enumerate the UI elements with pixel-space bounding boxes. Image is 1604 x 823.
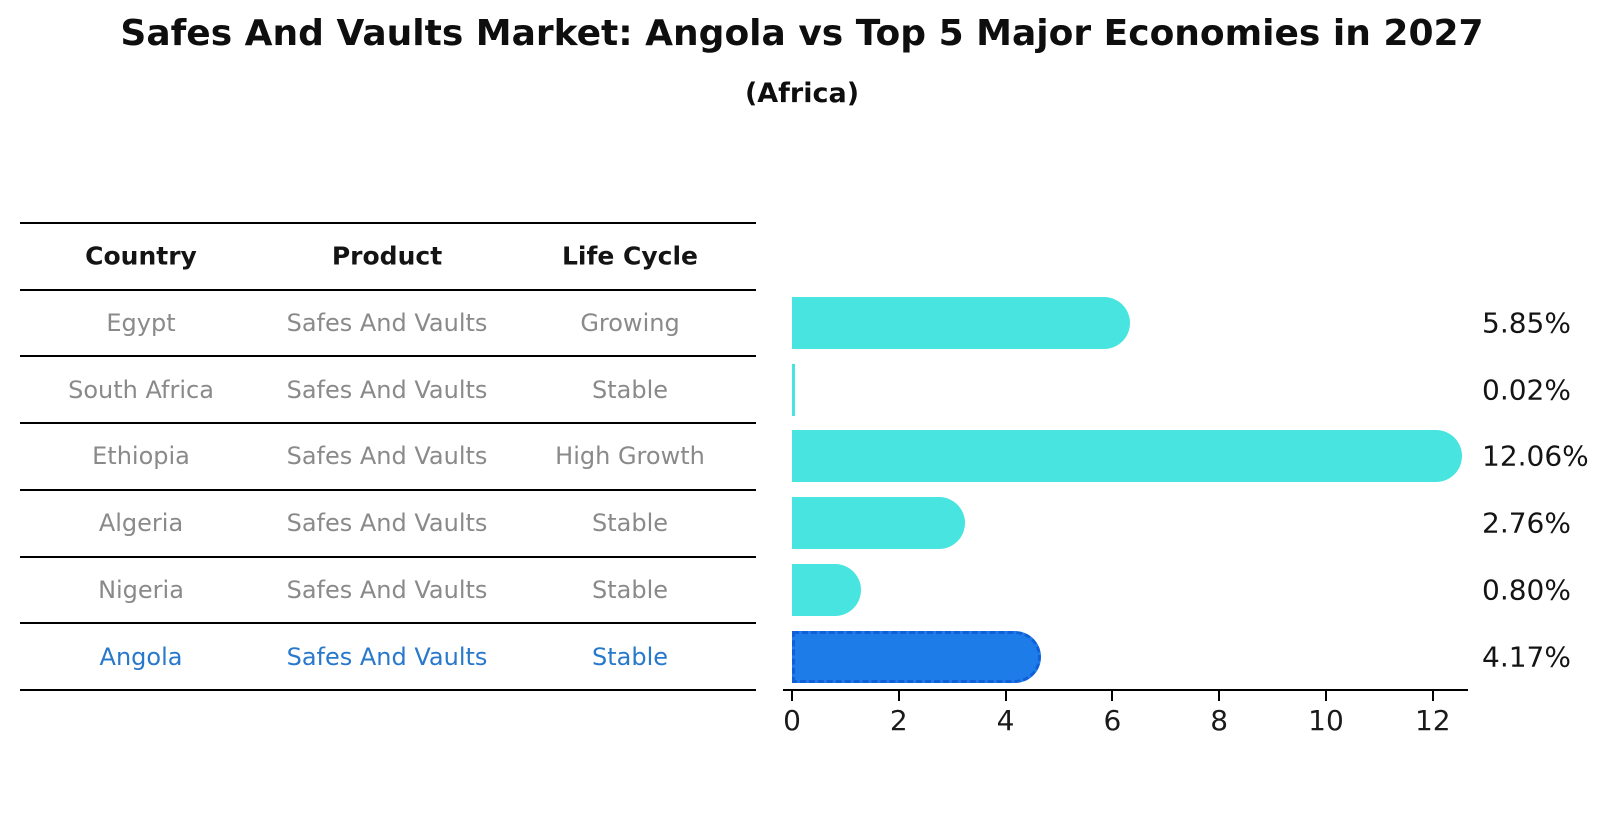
value-label-ethiopia: 12.06%	[1482, 439, 1589, 473]
x-tick-label: 8	[1210, 704, 1229, 737]
bar-algeria	[792, 497, 966, 550]
value-label-angola: 4.17%	[1482, 640, 1571, 674]
table-cell-life_cycle-ethiopia: High Growth	[555, 442, 705, 471]
table-cell-life_cycle-south-africa: Stable	[591, 375, 669, 404]
x-tick-mark	[1431, 690, 1434, 701]
x-tick-label: 2	[889, 704, 908, 737]
table-cell-country-nigeria: Nigeria	[98, 575, 184, 604]
chart-subtitle: (Africa)	[744, 78, 860, 109]
table-cell-product-ethiopia: Safes And Vaults	[286, 442, 488, 471]
value-label-egypt: 5.85%	[1482, 306, 1571, 340]
x-tick-mark	[1111, 690, 1114, 701]
value-label-algeria: 2.76%	[1482, 506, 1571, 540]
bar-south-africa	[792, 363, 795, 416]
x-tick-label: 0	[783, 704, 801, 737]
table-cell-life_cycle-egypt: Growing	[580, 309, 680, 338]
x-axis-line	[783, 689, 1468, 691]
x-tick-mark	[897, 690, 900, 701]
table-row-rule	[20, 622, 756, 625]
table-cell-country-egypt: Egypt	[106, 309, 176, 338]
x-tick-mark	[1004, 690, 1007, 701]
table-header-lifecycle: Life Cycle	[561, 241, 699, 271]
x-tick-label: 4	[996, 704, 1015, 737]
table-row-rule	[20, 288, 756, 291]
table-cell-country-ethiopia: Ethiopia	[92, 442, 190, 471]
value-label-south-africa: 0.02%	[1482, 373, 1571, 407]
table-header-country: Country	[85, 241, 197, 271]
table-header-product: Product	[331, 241, 443, 271]
table-row-rule	[20, 355, 756, 358]
chart-title: Safes And Vaults Market: Angola vs Top 5…	[120, 13, 1484, 54]
x-tick-mark	[791, 690, 793, 701]
table-row-rule	[20, 488, 756, 491]
table-row-rule	[20, 422, 756, 425]
bar-angola	[792, 630, 1041, 683]
table-top-rule	[20, 222, 756, 224]
table-cell-country-angola: Angola	[99, 642, 183, 671]
x-tick-label: 6	[1103, 704, 1122, 737]
table-row-rule	[20, 688, 756, 691]
table-cell-product-south-africa: Safes And Vaults	[286, 375, 488, 404]
table-cell-product-egypt: Safes And Vaults	[286, 309, 488, 338]
table-row-rule	[20, 555, 756, 558]
bar-nigeria	[792, 563, 861, 616]
table-cell-product-nigeria: Safes And Vaults	[286, 575, 488, 604]
bar-ethiopia	[792, 430, 1462, 483]
x-tick-label: 12	[1414, 704, 1451, 737]
x-tick-mark	[1218, 690, 1221, 701]
table-cell-country-algeria: Algeria	[98, 509, 184, 538]
table-cell-country-south-africa: South Africa	[68, 375, 214, 404]
table-cell-life_cycle-algeria: Stable	[591, 509, 669, 538]
bar-egypt	[792, 297, 1131, 350]
x-tick-mark	[1325, 690, 1327, 701]
x-tick-label: 10	[1308, 704, 1344, 737]
table-cell-life_cycle-nigeria: Stable	[591, 575, 669, 604]
table-cell-product-angola: Safes And Vaults	[286, 642, 488, 671]
table-cell-life_cycle-angola: Stable	[591, 642, 669, 671]
value-label-nigeria: 0.80%	[1482, 573, 1571, 607]
table-cell-product-algeria: Safes And Vaults	[286, 509, 488, 538]
